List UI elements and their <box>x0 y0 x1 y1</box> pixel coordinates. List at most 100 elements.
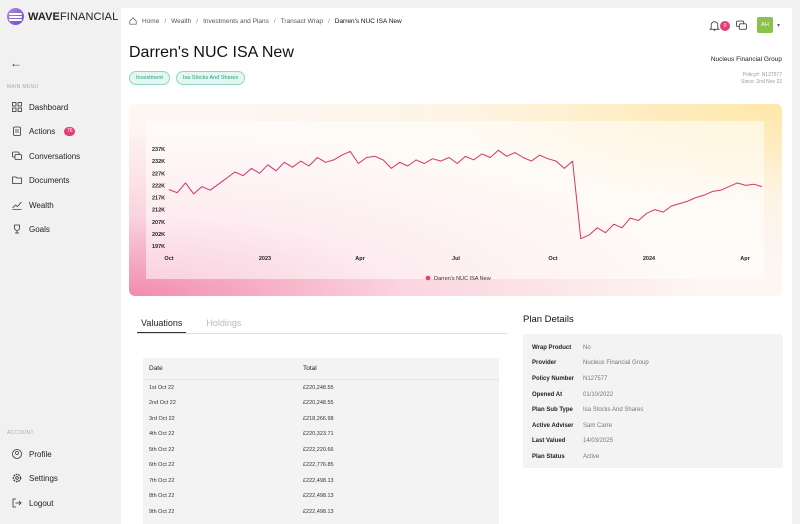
user-icon <box>12 449 22 459</box>
sidebar-item-label: Conversations <box>29 151 81 161</box>
table-row: 5th Oct 22 £222,220.66 <box>143 442 499 458</box>
plan-detail-label: Policy Number <box>532 375 575 382</box>
account-label: ACCOUNT <box>7 430 34 436</box>
table-row: 6th Oct 22 £222,776.85 <box>143 458 499 474</box>
tag-isa: Isa Stocks And Shares <box>175 71 246 85</box>
main-panel: Home / Wealth / Investments and Plans / Tra… <box>121 8 792 524</box>
table-row: 1st Oct 22 £220,248.55 <box>143 380 499 396</box>
row-total: £218,266.98 <box>303 415 334 422</box>
plan-detail-row: Wrap Product No <box>532 340 774 356</box>
sidebar-item-logout[interactable]: Logout <box>12 498 53 508</box>
table-row: 2nd Oct 22 £220,248.55 <box>143 396 499 412</box>
avatar[interactable]: AH <box>756 17 773 33</box>
sidebar-item-label: Documents <box>29 175 70 185</box>
table-row: 8th Oct 22 £222,498.13 <box>143 489 499 505</box>
row-date: 8th Oct 22 <box>149 493 175 500</box>
column-header-total[interactable]: Total <box>303 365 317 372</box>
plan-detail-row: Policy Number N127577 <box>532 371 774 387</box>
plan-detail-value: N127577 <box>583 375 608 382</box>
plan-detail-row: Plan Sub Type Isa Stocks And Shares <box>532 402 774 418</box>
breadcrumb-wealth[interactable]: Wealth <box>171 17 192 25</box>
plan-detail-value: No <box>583 344 591 351</box>
sidebar-item-label: Logout <box>29 498 54 508</box>
valuations-table: Date Total 1st Oct 22 £220,248.55 2nd Oct … <box>143 358 499 524</box>
tab-valuations[interactable]: Valuations <box>137 316 187 333</box>
sidebar-item-dashboard[interactable]: Dashboard <box>12 102 68 112</box>
x-tick-label: Jul <box>452 256 460 262</box>
clipboard-icon <box>13 126 21 136</box>
sidebar-item-settings[interactable]: Settings <box>12 473 58 483</box>
plan-details-title: Plan Details <box>523 314 574 325</box>
plan-detail-row: Plan Status Active <box>532 449 774 465</box>
row-date: 1st Oct 22 <box>149 384 175 391</box>
y-tick-label: 207K <box>152 220 165 226</box>
chevron-down-icon[interactable]: ▾ <box>776 22 780 29</box>
row-total: £222,498.13 <box>303 493 334 500</box>
breadcrumb-transact-wrap[interactable]: Transact Wrap <box>280 17 323 25</box>
sidebar-item-wealth[interactable]: Wealth <box>12 200 54 210</box>
breadcrumb-investments[interactable]: Investments and Plans <box>203 17 269 25</box>
grid-icon <box>12 102 22 112</box>
policy-number-text: Policy#: N127577 <box>742 72 782 78</box>
brand-logo[interactable]: WAVEFINANCIAL <box>7 8 118 25</box>
sidebar-item-label: Wealth <box>29 200 54 210</box>
plan-detail-row: Last Valued 14/03/2025 <box>532 434 774 450</box>
back-arrow-icon[interactable]: ← <box>10 56 22 70</box>
notification-count-badge: 0 <box>719 20 730 31</box>
actions-count-badge: 76 <box>64 126 76 136</box>
sidebar-item-actions[interactable]: Actions 76 <box>12 126 76 136</box>
sidebar-item-goals[interactable]: Goals <box>12 224 50 234</box>
policy-meta: Policy#: N127577 Since: 2nd Nov 22 <box>741 72 782 85</box>
gear-icon <box>12 473 22 483</box>
plan-detail-value: Active <box>583 453 600 460</box>
x-tick-label: Oct <box>548 256 557 262</box>
plan-detail-label: Active Adviser <box>532 422 574 429</box>
row-total: £222,776.85 <box>303 462 334 469</box>
row-total: £222,498.13 <box>303 508 334 515</box>
x-tick-label: Apr <box>740 256 750 262</box>
sidebar-item-conversations[interactable]: Conversations <box>12 151 80 161</box>
y-tick-label: 202K <box>152 232 165 238</box>
plan-detail-value: Sam Carre <box>583 422 613 429</box>
table-row: 3rd Oct 22 £218,266.98 <box>143 411 499 427</box>
tag-investment: Investment <box>129 71 170 85</box>
column-header-date[interactable]: Date <box>149 365 163 372</box>
sidebar-item-label: Goals <box>29 224 50 234</box>
row-total: £220,248.55 <box>303 400 334 407</box>
tab-holdings[interactable]: Holdings <box>206 318 242 328</box>
plan-details-card: Wrap Product No Provider Nucleus Financial … <box>523 334 783 468</box>
series-line-nuc-isa[interactable] <box>168 149 763 240</box>
home-icon[interactable] <box>129 17 137 25</box>
row-date: 3rd Oct 22 <box>149 415 175 422</box>
valuation-chart[interactable]: 237K 232K 227K 222K 217K 212K 207K 202K 197K Oct 2… <box>129 104 782 296</box>
sidebar-item-profile[interactable]: Profile <box>12 449 52 459</box>
sidebar-item-documents[interactable]: Documents <box>12 175 69 185</box>
tab-bar: Valuations Holdings <box>137 316 507 334</box>
y-tick-label: 227K <box>152 171 165 177</box>
plan-detail-label: Plan Status <box>532 453 565 460</box>
provider-name: Nucleus Financial Group <box>710 56 782 63</box>
row-total: £222,220.66 <box>303 446 334 453</box>
legend-label[interactable]: Darren's NUC ISA New <box>434 276 491 282</box>
main-menu-label: MAIN MENU <box>7 84 39 90</box>
plan-detail-value: Nucleus Financial Group <box>583 360 649 367</box>
breadcrumb-home[interactable]: Home <box>142 17 160 25</box>
notifications-button[interactable]: 0 <box>709 20 730 31</box>
bell-icon <box>709 20 720 31</box>
sidebar-item-label: Dashboard <box>29 102 69 112</box>
plan-detail-label: Wrap Product <box>532 344 572 351</box>
x-tick-label: Apr <box>355 256 365 262</box>
sidebar-item-label: Settings <box>29 473 58 483</box>
since-text: Since: 2nd Nov 22 <box>741 78 782 85</box>
chat-icon <box>12 151 22 160</box>
messages-icon[interactable] <box>736 20 747 31</box>
valuation-chart-card: 237K 232K 227K 222K 217K 212K 207K 202K 197K Oct 2… <box>129 104 782 296</box>
brand-name: WAVEFINANCIAL <box>28 10 119 23</box>
y-tick-label: 222K <box>152 183 165 189</box>
plan-detail-row: Active Adviser Sam Carre <box>532 418 774 434</box>
breadcrumb: Home / Wealth / Investments and Plans / Tra… <box>129 17 402 25</box>
table-row: 9th Oct 22 £222,498.13 <box>143 504 499 520</box>
legend-swatch <box>425 275 431 281</box>
plan-detail-row: Opened At 01/10/2022 <box>532 387 774 403</box>
plan-detail-value: Isa Stocks And Shares <box>583 407 644 414</box>
